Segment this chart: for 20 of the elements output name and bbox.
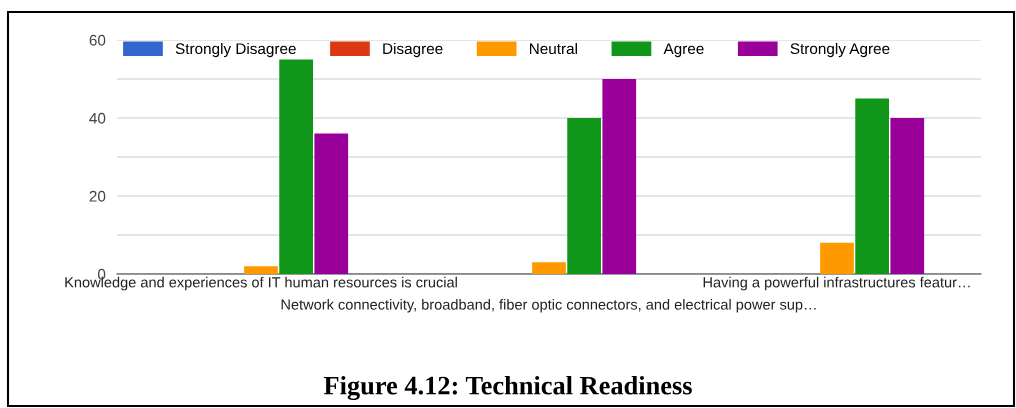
bar — [279, 59, 313, 274]
x-tick-label: Network connectivity, broadband, fiber optic connectors, and electrical power sup… — [281, 299, 816, 313]
bar — [567, 118, 601, 274]
bar — [820, 242, 854, 274]
y-tick-label: 20 — [89, 190, 106, 202]
bar — [532, 262, 566, 274]
legend-label: Neutral — [529, 42, 577, 55]
legend-label: Strongly Disagree — [175, 42, 296, 58]
bar — [855, 98, 889, 274]
bar — [890, 118, 925, 274]
x-tick-label: Having a powerful infrastructures featur… — [703, 276, 970, 291]
y-tick-label: 40 — [89, 112, 106, 124]
legend-label: Strongly Agree — [790, 42, 890, 58]
legend-label: Disagree — [383, 42, 443, 58]
text: Figure 4.12: Technical Readiness — [323, 375, 692, 401]
bar — [602, 79, 637, 274]
legend-label: Agree — [663, 43, 704, 58]
bar — [314, 133, 349, 274]
y-tick-label: 60 — [89, 34, 106, 46]
bar — [244, 266, 278, 274]
